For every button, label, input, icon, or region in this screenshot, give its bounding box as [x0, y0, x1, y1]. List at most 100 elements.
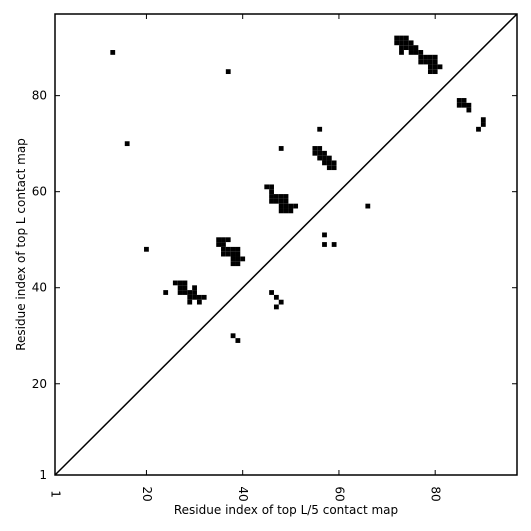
x-tick-label: 1 — [49, 490, 63, 498]
contact-cell-lower — [230, 256, 236, 262]
contact-cell-lower — [278, 194, 284, 199]
y-tick-label: 40 — [32, 281, 47, 295]
contact-cell-lower — [177, 290, 183, 295]
contact-cell-lower — [273, 194, 279, 199]
contact-cell-lower — [456, 102, 462, 108]
contact-cell-lower — [225, 251, 231, 257]
contact-cell-lower — [192, 290, 197, 295]
x-tick-label: 60 — [332, 486, 346, 501]
contact-cell-lower — [278, 146, 284, 151]
contact-cell-lower — [196, 299, 202, 305]
contact-cell-upper — [413, 45, 419, 51]
contact-cell-upper — [432, 64, 438, 70]
contact-cell-lower — [177, 285, 183, 291]
contact-cell-lower — [322, 232, 327, 238]
contact-cell-lower — [230, 261, 236, 267]
x-axis-title: Residue index of top L/5 contact map — [174, 503, 398, 517]
contact-cell-upper — [394, 35, 400, 41]
contact-cell-lower — [476, 126, 481, 132]
contact-cell-lower — [466, 102, 472, 108]
contact-cell-lower — [187, 299, 193, 305]
contact-cell-lower — [235, 246, 241, 252]
contact-cell-lower — [288, 203, 294, 209]
contact-cell-lower — [230, 251, 236, 257]
contact-cell-lower — [461, 98, 467, 103]
contact-cell-lower — [456, 98, 462, 103]
contact-cell-upper — [399, 45, 404, 51]
contact-cell-lower — [288, 208, 294, 214]
contact-cell-lower — [273, 198, 279, 204]
contact-cell-lower — [177, 280, 183, 286]
contact-cell-lower — [480, 122, 486, 127]
y-tick-label: 20 — [32, 377, 47, 391]
contact-cell-upper — [418, 50, 424, 55]
contact-cell-lower — [322, 160, 327, 166]
contact-cell-upper — [394, 40, 400, 46]
contact-cell-lower — [221, 237, 226, 243]
x-tick-label: 80 — [429, 486, 443, 501]
contact-cell-lower — [293, 203, 299, 209]
contact-cell-lower — [331, 242, 337, 247]
contact-cell-lower — [182, 285, 188, 291]
contact-cell-lower — [269, 194, 274, 199]
contact-cell-lower — [221, 242, 226, 247]
plot-frame — [54, 13, 518, 476]
contact-cell-lower — [283, 198, 289, 204]
contact-cell-lower — [317, 146, 323, 151]
contact-cell-lower — [322, 242, 327, 247]
contact-cell-lower — [278, 299, 284, 305]
contact-cell-upper — [427, 64, 433, 70]
contact-cell-lower — [264, 184, 270, 190]
contact-cell-upper — [403, 35, 409, 41]
contact-cell-upper — [403, 45, 409, 51]
contact-cell-lower — [317, 155, 323, 161]
contact-cell-lower — [466, 107, 472, 113]
contact-cell-upper — [423, 59, 428, 65]
contact-cell-lower — [283, 203, 289, 209]
contact-cell-lower — [216, 242, 222, 247]
y-tick-label: 80 — [32, 89, 47, 103]
y-tick-label: 60 — [32, 185, 47, 199]
contact-cell-upper — [225, 69, 231, 75]
contact-cell-upper — [399, 40, 404, 46]
contact-cell-upper — [144, 246, 149, 252]
contact-cell-upper — [408, 50, 414, 55]
contact-cell-lower — [326, 160, 332, 166]
contact-cell-upper — [427, 59, 433, 65]
contact-cell-lower — [273, 304, 279, 310]
contact-cell-upper — [427, 54, 433, 60]
contact-cell-upper — [432, 69, 438, 75]
contact-cell-lower — [196, 294, 202, 300]
contact-cell-lower — [201, 294, 207, 300]
contact-cell-upper — [399, 50, 404, 55]
contact-cell-upper — [408, 45, 414, 51]
contact-cell-lower — [235, 261, 241, 267]
contact-cell-lower — [331, 165, 337, 171]
x-tick-label: 20 — [140, 486, 154, 501]
contact-cell-lower — [278, 198, 284, 204]
contact-cell-lower — [187, 290, 193, 295]
contact-cell-lower — [182, 280, 188, 286]
contact-cells — [110, 35, 486, 343]
contact-cell-lower — [273, 294, 279, 300]
contact-cell-lower — [331, 160, 337, 166]
contact-cell-lower — [480, 117, 486, 123]
contact-cell-lower — [235, 251, 241, 257]
contact-cell-upper — [427, 69, 433, 75]
contact-cell-lower — [312, 150, 318, 156]
contact-cell-lower — [278, 208, 284, 214]
contact-cell-lower — [230, 333, 236, 339]
y-tick-label: 1 — [39, 468, 47, 482]
contact-cell-upper — [399, 35, 404, 41]
axis-ticks: 1 20 40 60 80 1 20 40 60 80 — [32, 14, 517, 502]
contact-cell-lower — [192, 294, 197, 300]
contact-cell-lower — [461, 102, 467, 108]
contact-cell-lower — [172, 280, 178, 286]
contact-cell-lower — [235, 338, 241, 343]
contact-cell-lower — [230, 246, 236, 252]
contact-cell-lower — [317, 150, 323, 156]
contact-cell-lower — [365, 203, 371, 209]
contact-cell-lower — [240, 256, 246, 262]
contact-cell-upper — [413, 50, 419, 55]
contact-cell-lower — [269, 184, 274, 190]
